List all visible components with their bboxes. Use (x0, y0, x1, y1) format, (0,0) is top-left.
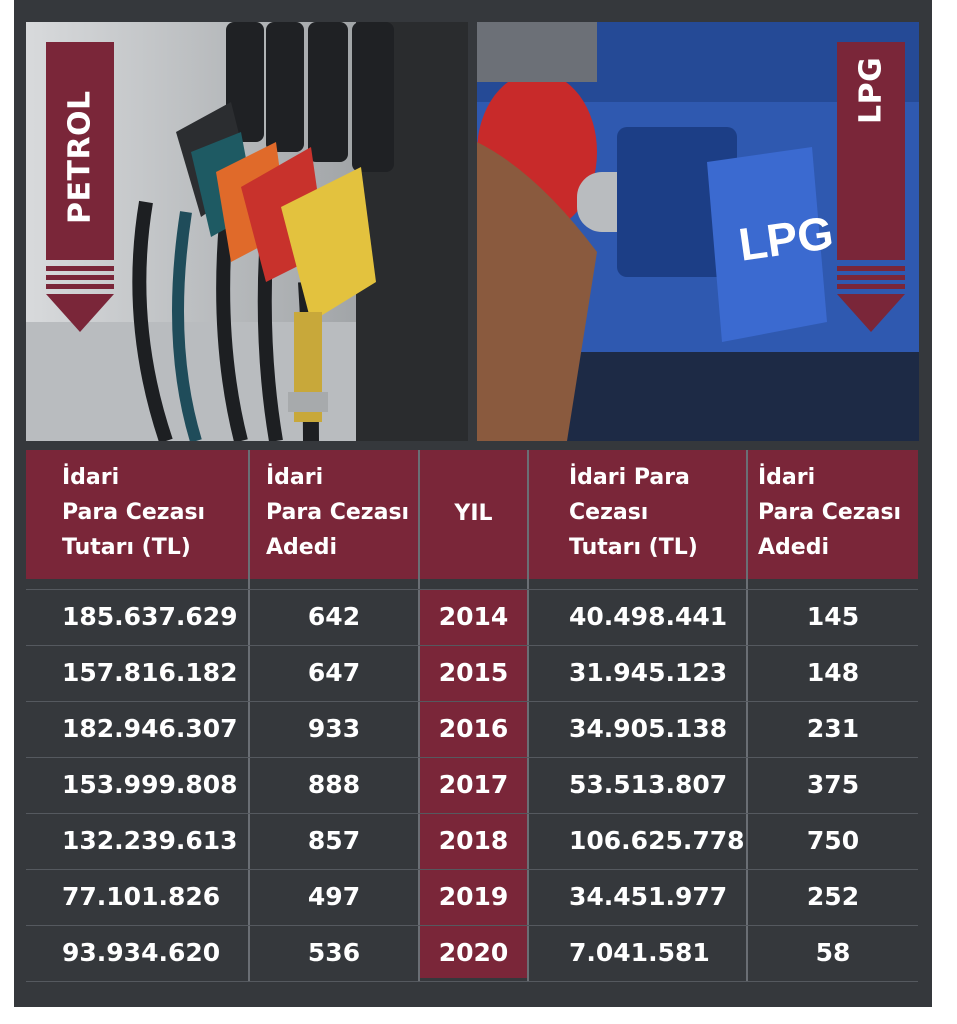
cell-year: 2017 (438, 770, 509, 799)
cell-year: 2015 (438, 658, 509, 687)
cell-year: 2020 (438, 938, 509, 967)
cell-lpg-count: 252 (806, 882, 860, 911)
row-divider (26, 869, 918, 870)
header-petrol-amount-label: İdari Para Cezası Tutarı (TL) (62, 465, 206, 560)
lpg-banner-label: LPG (853, 56, 889, 124)
cell-petrol-count: 536 (307, 938, 361, 967)
column-divider (248, 450, 250, 981)
header-petrol-count-label: İdari Para Cezası Adedi (266, 465, 410, 560)
year-column-bg (420, 589, 527, 978)
cell-lpg-amount: 31.945.123 (569, 658, 728, 687)
cell-petrol-amount: 185.637.629 (62, 602, 238, 631)
row-divider (26, 645, 918, 646)
column-divider (418, 450, 420, 981)
petrol-banner-label: PETROL (62, 90, 98, 224)
header-petrol-amount: İdari Para Cezası Tutarı (TL) (26, 450, 248, 579)
cell-petrol-count: 857 (307, 826, 361, 855)
cell-petrol-amount: 157.816.182 (62, 658, 238, 687)
header-petrol-count: İdari Para Cezası Adedi (250, 450, 418, 579)
header-lpg-amount-label: İdari Para Cezası Tutarı (TL) (569, 465, 698, 560)
petrol-banner: PETROL (46, 42, 114, 332)
cell-lpg-amount: 34.451.977 (569, 882, 728, 911)
cell-lpg-amount: 53.513.807 (569, 770, 728, 799)
cell-petrol-amount: 182.946.307 (62, 714, 238, 743)
row-divider (26, 701, 918, 702)
row-divider (26, 981, 918, 982)
cell-petrol-amount: 153.999.808 (62, 770, 238, 799)
lpg-banner: LPG (837, 42, 905, 332)
column-divider (746, 450, 748, 981)
cell-year: 2019 (438, 882, 509, 911)
cell-lpg-amount: 34.905.138 (569, 714, 728, 743)
header-lpg-count: İdari Para Cezası Adedi (748, 450, 918, 579)
row-divider (26, 757, 918, 758)
cell-petrol-count: 888 (307, 770, 361, 799)
fuel-pump-photo (26, 22, 468, 441)
header-lpg-amount: İdari Para Cezası Tutarı (TL) (529, 450, 746, 579)
cell-petrol-count: 933 (307, 714, 361, 743)
row-divider (26, 813, 918, 814)
header-year: YIL (420, 450, 527, 579)
cell-petrol-count: 497 (307, 882, 361, 911)
cell-lpg-amount: 7.041.581 (569, 938, 710, 967)
cell-lpg-count: 750 (806, 826, 860, 855)
cell-lpg-count: 58 (815, 938, 851, 967)
cell-petrol-count: 642 (307, 602, 361, 631)
header-year-label: YIL (454, 501, 493, 526)
cell-lpg-count: 231 (806, 714, 860, 743)
cell-year: 2018 (438, 826, 509, 855)
cell-lpg-amount: 106.625.778 (569, 826, 745, 855)
cell-lpg-count: 148 (806, 658, 860, 687)
column-divider (527, 450, 529, 981)
cell-year: 2016 (438, 714, 509, 743)
cell-lpg-amount: 40.498.441 (569, 602, 728, 631)
cell-petrol-amount: 77.101.826 (62, 882, 221, 911)
header-lpg-count-label: İdari Para Cezası Adedi (758, 465, 902, 560)
cell-year: 2014 (438, 602, 509, 631)
cell-lpg-count: 145 (806, 602, 860, 631)
cell-petrol-count: 647 (307, 658, 361, 687)
cell-petrol-amount: 132.239.613 (62, 826, 238, 855)
row-divider (26, 925, 918, 926)
cell-petrol-amount: 93.934.620 (62, 938, 221, 967)
cell-lpg-count: 375 (806, 770, 860, 799)
row-divider (26, 589, 918, 590)
